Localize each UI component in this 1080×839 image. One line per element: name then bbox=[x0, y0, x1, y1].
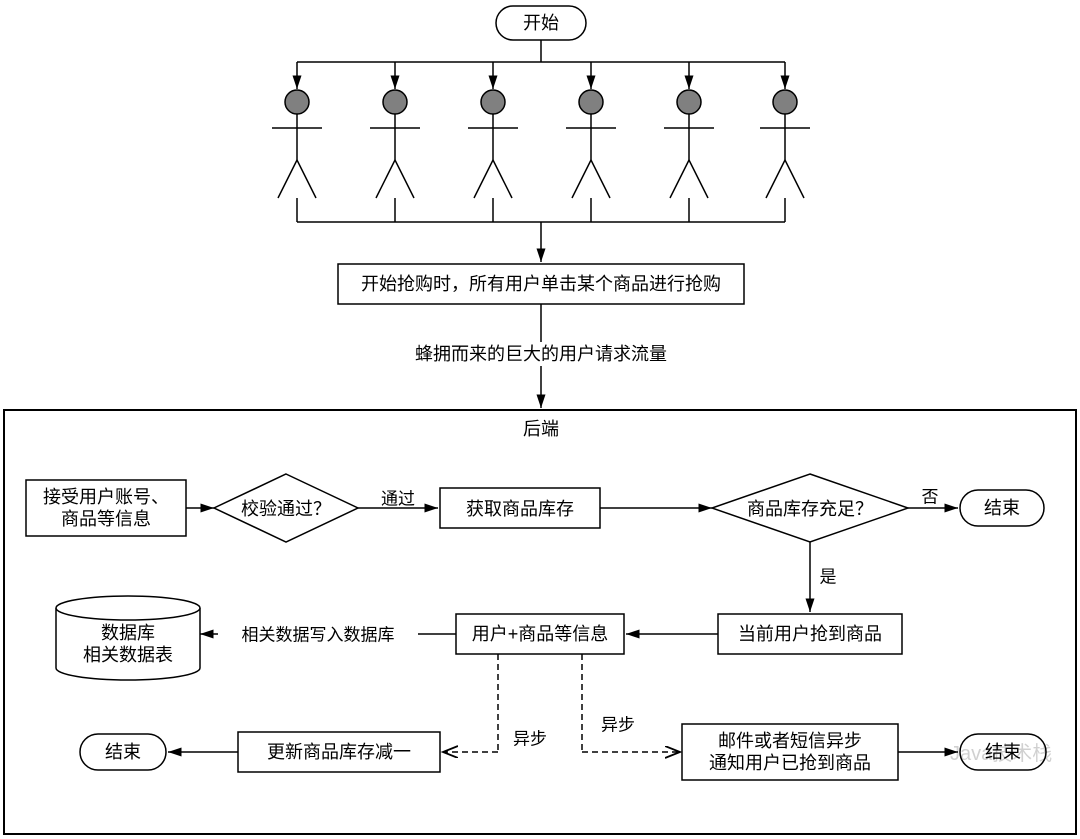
end1-label: 结束 bbox=[984, 498, 1020, 518]
info-label: 用户+商品等信息 bbox=[472, 624, 609, 644]
backend-label: 后端 bbox=[523, 419, 559, 439]
actor-1 bbox=[272, 90, 322, 198]
end2-node: 结束 bbox=[80, 734, 166, 770]
async2-label: 异步 bbox=[601, 715, 635, 734]
users-click-label: 开始抢购时，所有用户单击某个商品进行抢购 bbox=[361, 274, 721, 294]
users-click-box: 开始抢购时，所有用户单击某个商品进行抢购 bbox=[338, 264, 744, 304]
info-node: 用户+商品等信息 bbox=[456, 614, 624, 654]
yes-label: 是 bbox=[820, 567, 837, 586]
db-label1: 数据库 bbox=[101, 623, 155, 643]
decrement-node: 更新商品库存减一 bbox=[238, 732, 440, 772]
flowchart-svg: 开始 bbox=[0, 0, 1080, 839]
start-label: 开始 bbox=[523, 13, 559, 33]
get-stock-label: 获取商品库存 bbox=[466, 499, 574, 519]
actor-3 bbox=[468, 90, 518, 198]
pass-label: 通过 bbox=[381, 489, 415, 508]
decrement-label: 更新商品库存减一 bbox=[267, 742, 411, 762]
db-node: 数据库 相关数据表 bbox=[56, 596, 200, 680]
actor-5 bbox=[664, 90, 714, 198]
stock-ok-node: 商品库存充足？ bbox=[712, 474, 908, 542]
got-label: 当前用户抢到商品 bbox=[738, 624, 882, 644]
async1-label: 异步 bbox=[513, 729, 547, 748]
actor-4 bbox=[566, 90, 616, 198]
validate-label: 校验通过？ bbox=[241, 499, 331, 519]
end2-label: 结束 bbox=[105, 742, 141, 762]
recv-node: 接受用户账号、 商品等信息 bbox=[26, 480, 186, 536]
recv-label1: 接受用户账号、 bbox=[43, 487, 169, 507]
get-stock-node: 获取商品库存 bbox=[440, 488, 600, 528]
traffic-label: 蜂拥而来的巨大的用户请求流量 bbox=[415, 344, 667, 364]
notify-node: 邮件或者短信异步 通知用户已抢到商品 bbox=[682, 724, 898, 780]
actor-2 bbox=[370, 90, 420, 198]
stock-ok-label: 商品库存充足？ bbox=[747, 499, 873, 519]
notify-label2: 通知用户已抢到商品 bbox=[709, 753, 871, 773]
recv-label2: 商品等信息 bbox=[61, 509, 151, 529]
write-db-label: 相关数据写入数据库 bbox=[242, 625, 395, 644]
start-node: 开始 bbox=[496, 6, 586, 40]
actor-6 bbox=[760, 90, 810, 198]
db-label2: 相关数据表 bbox=[83, 645, 173, 665]
notify-label1: 邮件或者短信异步 bbox=[718, 731, 862, 751]
end1-node: 结束 bbox=[960, 490, 1044, 526]
validate-node: 校验通过？ bbox=[214, 474, 358, 542]
watermark: Java技术栈 bbox=[950, 742, 1052, 765]
no-label: 否 bbox=[922, 487, 939, 506]
got-node: 当前用户抢到商品 bbox=[718, 614, 902, 654]
